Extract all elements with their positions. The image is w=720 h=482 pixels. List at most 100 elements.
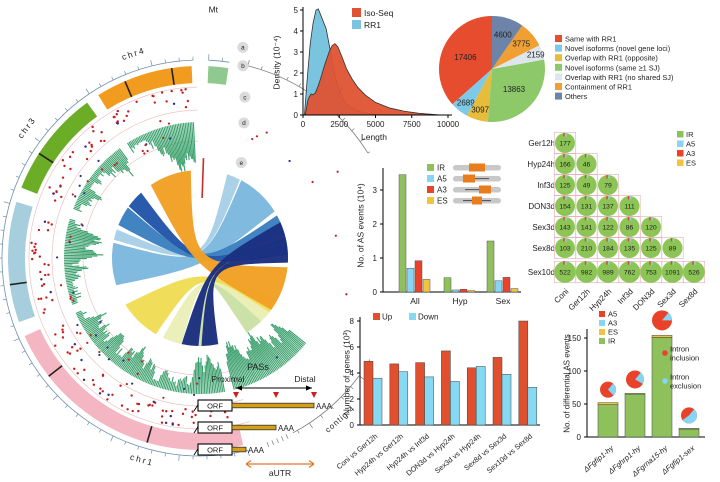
histogram-spike <box>66 230 99 238</box>
bar <box>502 277 511 293</box>
histogram-spike <box>83 317 102 329</box>
scatter-dot <box>76 372 79 375</box>
chromosome-band-chr1 <box>24 329 244 450</box>
scatter-dot <box>135 100 138 104</box>
histogram-spike <box>87 327 100 336</box>
histogram-spike <box>259 337 283 367</box>
legend-swatch <box>677 150 684 157</box>
axis-tick <box>273 71 276 75</box>
bar <box>518 320 529 426</box>
scatter-dot <box>92 383 96 386</box>
y-tick-label: 1 <box>294 90 299 99</box>
scatter-dot <box>72 291 75 294</box>
matrix-pie <box>555 133 575 153</box>
scatter-dot <box>49 290 52 294</box>
histogram-spike <box>97 340 108 349</box>
matrix-col-label: Inf3d <box>616 287 635 306</box>
histogram-spike <box>187 384 190 394</box>
histogram-spike <box>141 134 146 141</box>
matrix-row-label: Sex10d <box>528 268 555 277</box>
scatter-dot <box>54 344 57 347</box>
histogram-spike <box>76 311 83 316</box>
scatter-dot <box>172 102 176 106</box>
scatter-dot <box>122 119 126 123</box>
scatter-dot <box>103 139 106 143</box>
histogram-spike <box>64 254 98 257</box>
histogram-spike <box>65 275 81 280</box>
x-tick-label: 5000 <box>367 120 385 129</box>
histogram-spike <box>231 344 248 386</box>
axis-tick <box>110 435 114 442</box>
matrix-pie <box>641 217 661 237</box>
legend-swatch <box>677 159 684 166</box>
axis-tick <box>234 452 236 457</box>
histogram-spike <box>150 379 154 386</box>
histogram-spike <box>103 161 116 174</box>
scatter-dot <box>69 295 72 298</box>
axis-tick <box>87 421 90 426</box>
histogram-spike <box>67 228 94 236</box>
histogram-spike <box>225 342 242 388</box>
histogram-spike <box>67 286 75 289</box>
scatter-dot <box>125 382 128 386</box>
matrix-row-label: Hyp24h <box>527 160 555 169</box>
scatter-dot <box>160 415 164 418</box>
matrix-cell <box>575 152 598 176</box>
histogram-spike <box>182 122 188 154</box>
y-tick-label: 0 <box>577 433 582 442</box>
histogram-spike <box>288 329 307 345</box>
scatter-dot <box>184 105 188 109</box>
histogram-spike <box>226 361 235 390</box>
scatter-dot <box>98 392 102 395</box>
scatter-dot <box>34 251 37 254</box>
histogram-spike <box>118 348 134 368</box>
scatter-dot <box>127 358 130 361</box>
histogram-spike <box>90 328 106 340</box>
histogram-spike <box>79 316 90 323</box>
histogram-spike <box>260 340 281 368</box>
scatter-dot <box>116 122 119 125</box>
synteny-ribbon <box>162 281 270 345</box>
histogram-spike <box>179 380 183 393</box>
scatter-dot <box>131 409 134 413</box>
axis-tick <box>98 429 102 433</box>
y-tick-label: 0 <box>373 288 378 297</box>
matrix-value: 86 <box>626 225 634 232</box>
matrix-pie <box>576 175 597 195</box>
axis-tick <box>75 413 79 417</box>
histogram-spike <box>246 346 265 379</box>
scatter-dot <box>181 91 184 94</box>
legend-swatch <box>555 92 562 100</box>
legend-swatch <box>555 44 562 52</box>
axis-tick <box>28 362 33 366</box>
bar <box>501 374 512 426</box>
scatter-dot <box>52 192 55 195</box>
legend-label: ES <box>686 159 696 168</box>
scatter-dot <box>169 414 172 418</box>
histogram-spike <box>234 349 250 386</box>
circos-plot: chr1chr2chr3chr4contig-1contig-2contig-3… <box>0 4 370 468</box>
exon-box <box>469 163 485 172</box>
histogram-spike <box>73 206 80 210</box>
scatter-dot <box>251 137 254 141</box>
legend-label: exclusion <box>670 382 701 391</box>
histogram-spike <box>131 140 136 146</box>
exon-box <box>463 174 475 183</box>
histogram-spike <box>247 331 275 373</box>
pie-value-label: 2689 <box>457 98 475 107</box>
histogram-spike <box>225 353 237 390</box>
bar <box>451 289 460 293</box>
histogram-spike <box>152 379 156 386</box>
matrix-pie <box>554 261 576 283</box>
scatter-dot <box>288 159 291 163</box>
y-tick-label: 5 <box>294 6 299 15</box>
axis-tick <box>285 434 289 439</box>
histogram-spike <box>250 345 269 377</box>
matrix-value: 120 <box>645 225 657 232</box>
y-tick-label: 50 <box>572 400 581 409</box>
scatter-dot <box>61 328 64 331</box>
scatter-dot <box>101 168 104 171</box>
scatter-dot <box>91 378 95 382</box>
histogram-spike <box>112 354 120 363</box>
